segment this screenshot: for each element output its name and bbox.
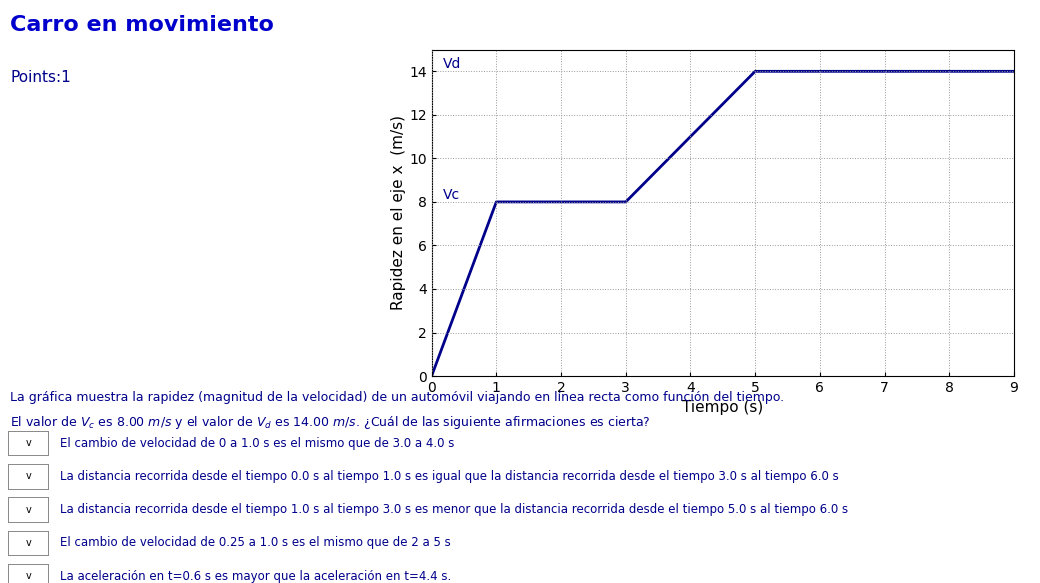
Text: v: v — [25, 438, 31, 448]
X-axis label: Tiempo (s): Tiempo (s) — [682, 401, 763, 416]
Text: Vd: Vd — [443, 57, 462, 71]
Text: v: v — [25, 504, 31, 515]
Text: La gráfica muestra la rapidez (magnitud de la velocidad) de un automóvil viajand: La gráfica muestra la rapidez (magnitud … — [10, 391, 784, 403]
Y-axis label: Rapidez en el eje x  (m/s): Rapidez en el eje x (m/s) — [391, 115, 407, 310]
Text: La distancia recorrida desde el tiempo 1.0 s al tiempo 3.0 s es menor que la dis: La distancia recorrida desde el tiempo 1… — [60, 503, 849, 516]
Text: La aceleración en t=0.6 s es mayor que la aceleración en t=4.4 s.: La aceleración en t=0.6 s es mayor que l… — [60, 570, 451, 582]
Text: v: v — [25, 538, 31, 548]
Text: Carro en movimiento: Carro en movimiento — [10, 15, 275, 34]
Text: El valor de $V_c$ es 8.00 $m/s$ y el valor de $V_d$ es 14.00 $m/s$. ¿Cuál de las: El valor de $V_c$ es 8.00 $m/s$ y el val… — [10, 414, 651, 431]
Text: El cambio de velocidad de 0.25 a 1.0 s es el mismo que de 2 a 5 s: El cambio de velocidad de 0.25 a 1.0 s e… — [60, 536, 451, 549]
Text: v: v — [25, 571, 31, 581]
Text: La distancia recorrida desde el tiempo 0.0 s al tiempo 1.0 s es igual que la dis: La distancia recorrida desde el tiempo 0… — [60, 470, 839, 483]
Text: Vc: Vc — [443, 188, 461, 202]
Text: Points:1: Points:1 — [10, 70, 71, 85]
Text: v: v — [25, 471, 31, 482]
Text: El cambio de velocidad de 0 a 1.0 s es el mismo que de 3.0 a 4.0 s: El cambio de velocidad de 0 a 1.0 s es e… — [60, 437, 454, 449]
